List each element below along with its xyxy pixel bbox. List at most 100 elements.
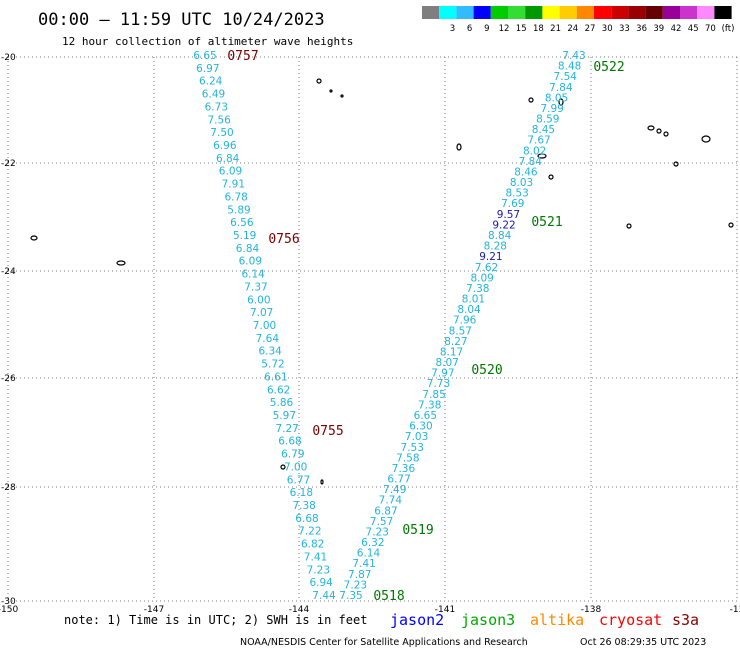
west-track-value: 6.94	[309, 577, 333, 589]
lon-tick-label: -13	[730, 605, 740, 615]
legend-swatch	[525, 6, 543, 19]
east-track-value: 7.84	[519, 156, 543, 168]
lat-tick-label: -28	[1, 483, 16, 493]
west-track-value: 6.09	[219, 166, 242, 178]
west-track-value: 6.65	[193, 50, 216, 62]
west-track-value: 6.34	[258, 346, 282, 358]
legend-label: 39	[653, 24, 664, 34]
island-outline	[626, 223, 632, 229]
east-track-value: 6.32	[361, 537, 384, 549]
west-track-value: 6.84	[236, 243, 260, 255]
lon-tick-label: -138	[581, 605, 602, 615]
east-track-value: 7.03	[405, 431, 428, 443]
east-track-value: 9.22	[492, 219, 515, 231]
west-track-value: 6.84	[216, 153, 240, 165]
legend-swatch	[662, 6, 680, 19]
east-track-value: 8.45	[532, 124, 555, 136]
east-track-value: 7.69	[501, 198, 524, 210]
east-track-value: 8.09	[470, 272, 493, 284]
legend-swatch	[576, 6, 594, 19]
island-outline	[280, 464, 286, 470]
island-outline	[528, 97, 534, 103]
east-track-value: 7.38	[466, 283, 489, 295]
legend-label: 27	[585, 24, 596, 34]
island-outline	[701, 135, 711, 143]
west-track-value: 6.97	[196, 63, 219, 75]
east-track-value: 8.48	[558, 61, 581, 73]
island-outline	[456, 143, 462, 151]
legend-swatch	[611, 6, 629, 19]
east-track-value: 7.57	[370, 516, 393, 528]
west-track-value: 6.09	[239, 256, 262, 268]
island-outline	[548, 174, 554, 180]
legend-swatch	[490, 6, 508, 19]
legend-swatch	[645, 6, 663, 19]
west-track-value: 6.77	[287, 474, 310, 486]
west-track-value: 6.49	[202, 89, 225, 101]
east-track-value: 6.87	[374, 505, 397, 517]
east-track-value: 7.87	[348, 569, 371, 581]
legend-swatch	[628, 6, 646, 19]
east-track-value: 6.65	[414, 410, 437, 422]
east-track-time-label: 0520	[471, 363, 502, 378]
east-track-value: 7.43	[562, 50, 585, 62]
timestamp-text: Oct 26 08:29:35 UTC 2023	[580, 637, 706, 648]
east-track-value: 8.02	[523, 145, 546, 157]
page-subtitle: 12 hour collection of altimeter wave hei…	[62, 35, 353, 48]
island-outlines	[30, 78, 734, 485]
legend-label: 30	[602, 24, 613, 34]
island-outline	[30, 235, 38, 241]
east-track-value: 6.14	[357, 548, 381, 560]
west-track-value: 6.73	[205, 101, 228, 113]
east-track-value: 7.73	[427, 378, 450, 390]
legend-label: 70	[705, 24, 716, 34]
east-track-value: 8.04	[457, 304, 481, 316]
legend-label: 12	[499, 24, 510, 34]
west-track-time-label: 0757	[227, 49, 258, 64]
east-track-value: 7.36	[392, 463, 416, 475]
west-track-value: 7.23	[307, 564, 330, 576]
west-track-value: 6.18	[290, 487, 313, 499]
east-track-value: 9.57	[497, 209, 520, 221]
footer-note: note: 1) Time is in UTC; 2) SWH is in fe…	[64, 613, 367, 627]
west-track-value: 5.19	[233, 230, 256, 242]
legend-swatch	[559, 6, 577, 19]
island-outline	[663, 131, 669, 137]
west-track-value: 7.56	[207, 114, 231, 126]
legend-swatch	[594, 6, 612, 19]
east-track-value: 7.35	[339, 590, 362, 602]
east-track-value: 6.77	[387, 474, 410, 486]
east-track-value: 7.41	[352, 558, 375, 570]
west-track-value: 5.89	[227, 204, 250, 216]
west-track-value: 7.37	[244, 281, 267, 293]
lat-tick-label: -24	[1, 267, 16, 277]
east-track-value: 7.23	[344, 579, 367, 591]
west-track: 6.656.976.246.496.737.567.506.966.846.09…	[193, 49, 343, 602]
west-track-value: 5.86	[270, 397, 294, 409]
west-track-value: 6.14	[241, 269, 265, 281]
east-track-value: 8.28	[484, 241, 507, 253]
west-track-value: 6.68	[295, 513, 318, 525]
east-track-value: 7.97	[431, 368, 454, 380]
island-outline	[320, 479, 324, 485]
west-track-value: 7.27	[275, 423, 298, 435]
west-track-value: 7.22	[298, 526, 321, 538]
west-track-value: 7.41	[304, 551, 327, 563]
legend-label: 36	[636, 24, 647, 34]
lat-tick-label: -20	[1, 53, 16, 63]
legend-label: 33	[619, 24, 630, 34]
west-track-value: 7.50	[210, 127, 233, 139]
lat-tick-label: -22	[1, 159, 16, 169]
west-track-value: 6.68	[278, 436, 301, 448]
east-track-value: 7.96	[453, 315, 477, 327]
legend-label: 3	[450, 24, 455, 34]
east-track-value: 9.21	[479, 251, 502, 263]
east-track-value: 7.99	[540, 103, 563, 115]
east-track: 7.438.487.547.848.057.998.598.457.678.02…	[339, 50, 624, 604]
west-track-value: 7.07	[250, 307, 273, 319]
east-track-value: 7.53	[401, 442, 424, 454]
legend-label: 24	[567, 24, 578, 34]
west-track-value: 7.00	[253, 320, 276, 332]
east-track-value: 7.54	[554, 71, 578, 83]
